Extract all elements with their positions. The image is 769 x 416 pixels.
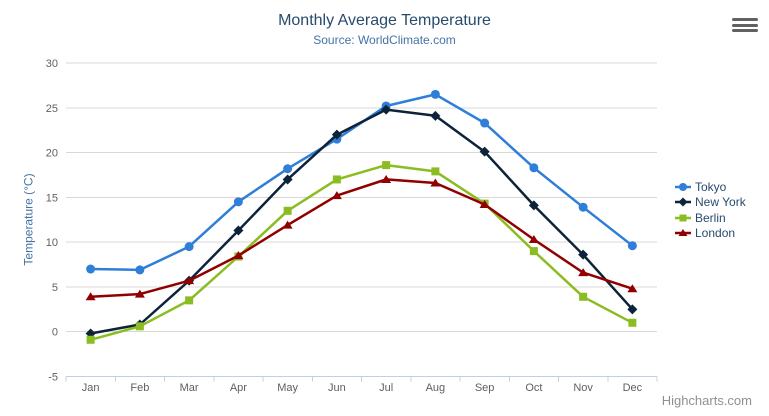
legend-marker-berlin	[675, 214, 691, 222]
marker-tokyo[interactable]	[184, 242, 194, 252]
x-axis-label: Jul	[379, 382, 393, 394]
marker-london[interactable]	[430, 178, 441, 187]
legend-label-new-york: New York	[695, 195, 746, 210]
marker-new-york[interactable]	[578, 249, 589, 260]
marker-berlin[interactable]	[283, 206, 292, 215]
y-axis-label: 15	[46, 192, 58, 204]
marker-london[interactable]	[528, 234, 539, 243]
marker-berlin[interactable]	[135, 322, 144, 331]
x-axis-label: Dec	[623, 382, 643, 394]
marker-new-york[interactable]	[233, 225, 244, 236]
x-axis-label: Nov	[573, 382, 593, 394]
marker-berlin[interactable]	[86, 335, 95, 344]
marker-berlin[interactable]	[529, 247, 538, 256]
marker-tokyo[interactable]	[86, 264, 96, 274]
marker-tokyo[interactable]	[627, 241, 637, 251]
marker-london[interactable]	[134, 289, 145, 298]
legend-item-tokyo[interactable]: Tokyo	[675, 179, 746, 195]
marker-london[interactable]	[381, 174, 392, 183]
marker-new-york[interactable]	[282, 174, 293, 185]
y-axis-label: 5	[52, 282, 58, 294]
marker-berlin[interactable]	[628, 318, 637, 327]
x-axis-label: Sep	[475, 382, 495, 394]
y-axis-label: -5	[48, 372, 58, 384]
x-axis-label: Apr	[230, 382, 247, 394]
marker-new-york[interactable]	[627, 304, 638, 315]
y-axis-title: Temperature (°C)	[21, 173, 36, 266]
legend-marker-london	[675, 229, 691, 237]
legend-item-london[interactable]: London	[675, 226, 746, 242]
marker-london[interactable]	[282, 220, 293, 229]
legend-label-berlin: Berlin	[695, 210, 726, 225]
marker-tokyo[interactable]	[578, 202, 588, 212]
marker-london[interactable]	[331, 191, 342, 200]
legend-item-new-york[interactable]: New York	[675, 195, 746, 211]
legend-marker-shape-berlin[interactable]	[679, 214, 687, 222]
marker-tokyo[interactable]	[480, 118, 490, 128]
marker-new-york[interactable]	[479, 146, 490, 157]
marker-berlin[interactable]	[332, 175, 341, 184]
legend-marker-shape-new-york[interactable]	[678, 197, 688, 207]
marker-new-york[interactable]	[331, 129, 342, 140]
credits-link[interactable]: Highcharts.com	[661, 393, 752, 408]
marker-new-york[interactable]	[430, 110, 441, 121]
legend: Tokyo New York Berlin London	[675, 179, 746, 241]
x-axis-label: Oct	[525, 382, 542, 394]
y-axis-label: 30	[46, 58, 58, 70]
marker-berlin[interactable]	[431, 167, 440, 176]
y-axis-label: 10	[46, 237, 58, 249]
marker-tokyo[interactable]	[283, 164, 293, 174]
marker-london[interactable]	[479, 200, 490, 209]
marker-tokyo[interactable]	[430, 89, 440, 99]
x-axis-label: May	[277, 382, 298, 394]
series-line-tokyo[interactable]	[89, 93, 634, 272]
legend-marker-new-york	[675, 197, 691, 207]
y-axis-label: 20	[46, 148, 58, 160]
chart-title: Monthly Average Temperature	[278, 12, 491, 29]
y-axis-label: 25	[46, 103, 58, 115]
marker-berlin[interactable]	[382, 161, 391, 170]
marker-berlin[interactable]	[185, 296, 194, 305]
chart-subtitle: Source: WorldClimate.com	[313, 33, 456, 47]
legend-label-tokyo: Tokyo	[695, 179, 727, 194]
y-axis-label: 0	[52, 327, 58, 339]
legend-label-london: London	[695, 226, 736, 241]
marker-london[interactable]	[85, 292, 96, 301]
marker-london[interactable]	[627, 284, 638, 293]
marker-new-york[interactable]	[528, 200, 539, 211]
legend-marker-shape-london[interactable]	[678, 229, 688, 237]
legend-marker-shape-tokyo[interactable]	[679, 182, 687, 191]
x-axis-label: Feb	[130, 382, 149, 394]
x-axis-label: Aug	[426, 382, 446, 394]
marker-london[interactable]	[233, 251, 244, 260]
marker-berlin[interactable]	[579, 292, 588, 301]
series-line-new-york[interactable]	[89, 108, 634, 335]
series-line-london[interactable]	[89, 178, 634, 299]
x-axis-label: Mar	[180, 382, 199, 394]
marker-new-york[interactable]	[381, 104, 392, 115]
legend-marker-tokyo	[675, 182, 691, 191]
export-menu-button[interactable]	[728, 14, 762, 39]
x-axis-label: Jun	[328, 382, 346, 394]
hamburger-icon	[732, 18, 758, 32]
series-line-berlin[interactable]	[89, 163, 634, 342]
x-axis-label: Jan	[82, 382, 100, 394]
legend-item-berlin[interactable]: Berlin	[675, 210, 746, 226]
marker-tokyo[interactable]	[135, 265, 145, 275]
marker-london[interactable]	[578, 268, 589, 277]
marker-tokyo[interactable]	[233, 197, 243, 207]
marker-london[interactable]	[184, 276, 195, 285]
marker-tokyo[interactable]	[529, 163, 539, 173]
